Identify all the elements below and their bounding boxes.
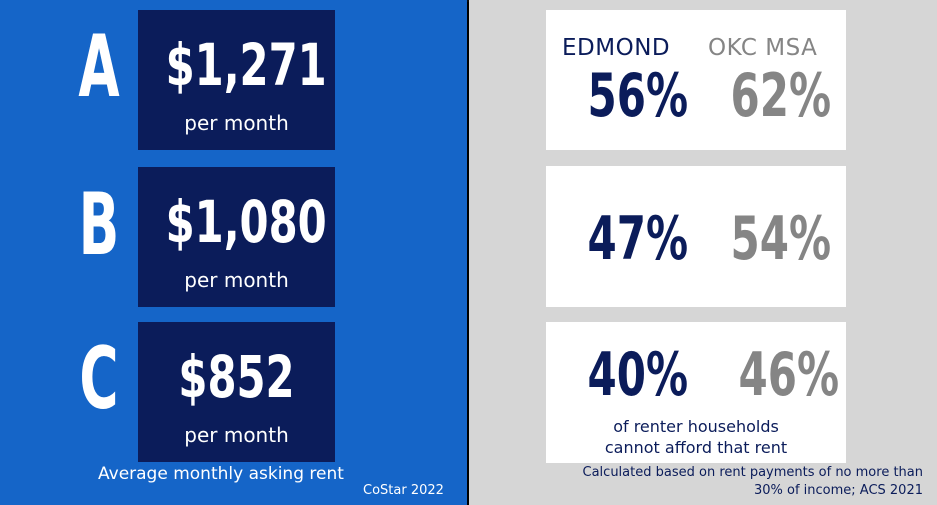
class-c-rent-unit: per month	[184, 423, 289, 447]
top-border	[0, 0, 937, 2]
edmond-header: EDMOND	[562, 35, 671, 61]
okc-pct-a: 62%	[730, 61, 832, 131]
methodology-note: Calculated based on rent payments of no …	[583, 464, 923, 500]
edmond-pct-a: 56%	[587, 61, 689, 131]
edmond-pct-c: 40%	[587, 340, 689, 410]
rent-panel: A $1,271 per month B $1,080 per month C …	[0, 0, 467, 505]
class-c-rent-value: $852	[178, 343, 295, 411]
class-c-rent-box: $852 per month	[138, 322, 335, 462]
methodology-note-line2: 30% of income; ACS 2021	[753, 483, 923, 498]
class-b-rent-value: $1,080	[165, 188, 327, 256]
okc-pct-b: 54%	[730, 204, 832, 274]
class-c-label: C	[79, 329, 119, 429]
renter-note-line2: cannot afford that rent	[604, 438, 788, 457]
okc-pct-c: 46%	[738, 340, 840, 410]
edmond-pct-b: 47%	[587, 204, 689, 274]
class-b-rent-box: $1,080 per month	[138, 167, 335, 307]
affordability-card-c: 40% 46% of renter households cannot affo…	[546, 322, 846, 463]
class-a-rent-unit: per month	[184, 111, 289, 135]
rent-source: CoStar 2022	[363, 483, 444, 498]
class-a-label: A	[78, 17, 120, 117]
affordability-card-b: 47% 54%	[546, 166, 846, 307]
class-a-rent-box: $1,271 per month	[138, 10, 335, 150]
renter-note-line1: of renter households	[613, 417, 779, 436]
rent-caption: Average monthly asking rent	[98, 464, 344, 484]
methodology-note-line1: Calculated based on rent payments of no …	[582, 465, 923, 480]
renter-note: of renter households cannot afford that …	[546, 416, 846, 458]
class-b-rent-unit: per month	[184, 268, 289, 292]
class-a-rent-value: $1,271	[165, 31, 327, 99]
affordability-card-a: EDMOND OKC MSA 56% 62%	[546, 10, 846, 150]
okc-msa-header: OKC MSA	[708, 35, 818, 61]
class-b-label: B	[78, 175, 120, 275]
